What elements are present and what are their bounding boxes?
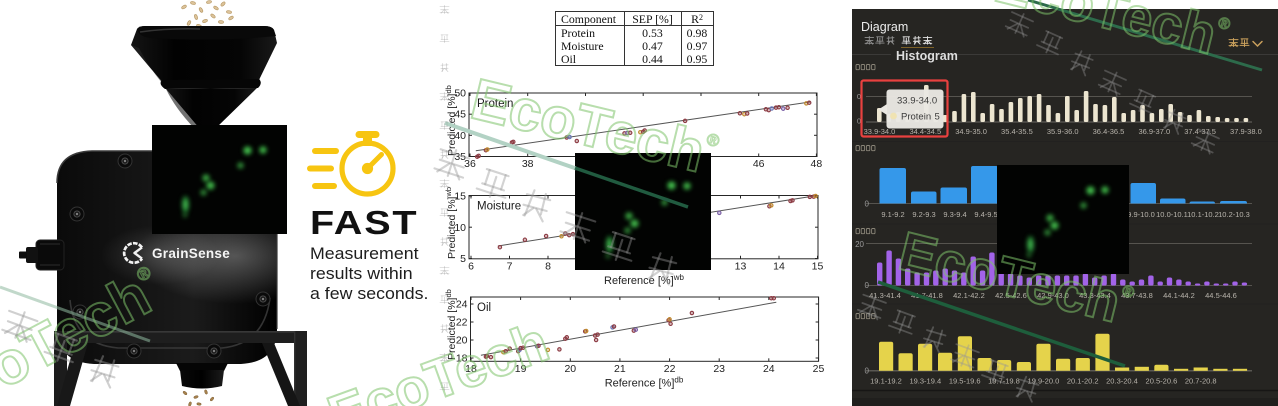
svg-text:34.4-34.5: 34.4-34.5 bbox=[909, 127, 941, 136]
svg-text:45: 45 bbox=[454, 109, 466, 121]
svg-text:36.9-37.0: 36.9-37.0 bbox=[1138, 127, 1170, 136]
svg-text:34.9-35.0: 34.9-35.0 bbox=[955, 127, 987, 136]
svg-text:19.1-19.2: 19.1-19.2 bbox=[870, 377, 902, 386]
svg-text:7: 7 bbox=[507, 260, 513, 272]
svg-text:9.1-9.2: 9.1-9.2 bbox=[881, 210, 904, 219]
svg-text:Moisture: Moisture bbox=[477, 201, 521, 213]
svg-text:EcoTech®: EcoTech® bbox=[465, 66, 724, 188]
svg-text:Reference [%]wb: Reference [%]wb bbox=[604, 273, 684, 287]
svg-text:37.9-38.0: 37.9-38.0 bbox=[1230, 127, 1262, 136]
svg-text:46: 46 bbox=[753, 158, 765, 170]
svg-text:44.1-44.2: 44.1-44.2 bbox=[1163, 291, 1195, 300]
svg-text:37.4-37.5: 37.4-37.5 bbox=[1184, 127, 1216, 136]
svg-text:20.7-20.8: 20.7-20.8 bbox=[1185, 377, 1217, 386]
svg-text:GrainSense: GrainSense bbox=[152, 246, 230, 261]
svg-text:EcoTech®: EcoTech® bbox=[893, 219, 1138, 337]
svg-text:Histogram: Histogram bbox=[896, 49, 958, 63]
svg-text:20.1-20.2: 20.1-20.2 bbox=[1067, 377, 1099, 386]
svg-text:9.9-10.0: 9.9-10.0 bbox=[1127, 210, 1155, 219]
svg-text:43.3-43.4: 43.3-43.4 bbox=[1079, 291, 1111, 300]
svg-text:Oil: Oil bbox=[477, 302, 491, 314]
svg-text:9.4-9.5: 9.4-9.5 bbox=[974, 210, 997, 219]
svg-text:0: 0 bbox=[857, 92, 861, 101]
svg-text:24: 24 bbox=[763, 363, 775, 375]
svg-text:10: 10 bbox=[454, 222, 466, 234]
svg-text:22: 22 bbox=[664, 363, 676, 375]
svg-text:20: 20 bbox=[855, 240, 864, 249]
svg-text:42.5-42.6: 42.5-42.6 bbox=[995, 291, 1027, 300]
svg-text:38: 38 bbox=[522, 158, 534, 170]
svg-text:42.9-43.0: 42.9-43.0 bbox=[1037, 291, 1069, 300]
svg-text:8: 8 bbox=[545, 260, 551, 272]
svg-text:41.3-41.4: 41.3-41.4 bbox=[869, 291, 901, 300]
svg-text:Predicted [%]db: Predicted [%]db bbox=[444, 289, 458, 360]
svg-text:10.1-10.2: 10.1-10.2 bbox=[1187, 210, 1219, 219]
svg-text:24: 24 bbox=[456, 299, 468, 311]
svg-text:9.3-9.4: 9.3-9.4 bbox=[943, 210, 966, 219]
svg-text:19.3-19.4: 19.3-19.4 bbox=[909, 377, 941, 386]
svg-text:40: 40 bbox=[454, 130, 466, 142]
svg-text:5: 5 bbox=[935, 112, 940, 123]
svg-text:20.5-20.6: 20.5-20.6 bbox=[1146, 377, 1178, 386]
svg-text:0: 0 bbox=[865, 200, 870, 209]
svg-text:33.9-34.0: 33.9-34.0 bbox=[897, 96, 937, 107]
svg-text:0: 0 bbox=[865, 281, 870, 290]
svg-text:20: 20 bbox=[456, 335, 468, 347]
svg-text:19.5-19.6: 19.5-19.6 bbox=[949, 377, 981, 386]
svg-text:22: 22 bbox=[456, 317, 468, 329]
svg-text:Diagram: Diagram bbox=[861, 20, 908, 34]
svg-text:41.7-41.8: 41.7-41.8 bbox=[911, 291, 943, 300]
svg-text:Protein: Protein bbox=[901, 112, 931, 123]
svg-text:0: 0 bbox=[865, 367, 870, 376]
svg-text:18: 18 bbox=[465, 363, 477, 375]
svg-text:10.2-10.3: 10.2-10.3 bbox=[1218, 210, 1250, 219]
svg-text:9.2-9.3: 9.2-9.3 bbox=[912, 210, 935, 219]
svg-text:21: 21 bbox=[614, 363, 626, 375]
svg-text:33.9-34.0: 33.9-34.0 bbox=[864, 127, 896, 136]
svg-text:20: 20 bbox=[564, 363, 576, 375]
svg-text:48: 48 bbox=[811, 158, 823, 170]
svg-text:5: 5 bbox=[460, 253, 466, 265]
svg-text:Predicted [%]db: Predicted [%]db bbox=[444, 85, 458, 156]
svg-text:36: 36 bbox=[464, 158, 476, 170]
svg-text:EcoTech®: EcoTech® bbox=[0, 255, 173, 406]
svg-text:19: 19 bbox=[515, 363, 527, 375]
svg-text:15: 15 bbox=[454, 191, 466, 203]
svg-text:44.5-44.6: 44.5-44.6 bbox=[1205, 291, 1237, 300]
svg-text:6: 6 bbox=[468, 260, 474, 272]
svg-text:15: 15 bbox=[812, 260, 824, 272]
svg-text:35.4-35.5: 35.4-35.5 bbox=[1001, 127, 1033, 136]
svg-text:19.7-19.8: 19.7-19.8 bbox=[988, 377, 1020, 386]
svg-text:0: 0 bbox=[857, 117, 861, 126]
svg-text:50: 50 bbox=[454, 88, 466, 100]
svg-text:23: 23 bbox=[713, 363, 725, 375]
svg-text:Protein: Protein bbox=[477, 98, 513, 110]
svg-text:42.1-42.2: 42.1-42.2 bbox=[953, 291, 985, 300]
svg-text:14: 14 bbox=[773, 260, 785, 272]
svg-text:35.9-36.0: 35.9-36.0 bbox=[1047, 127, 1079, 136]
svg-text:43.7-43.8: 43.7-43.8 bbox=[1121, 291, 1153, 300]
svg-text:13: 13 bbox=[735, 260, 747, 272]
svg-text:EcoTech: EcoTech bbox=[320, 310, 557, 406]
svg-text:36.4-36.5: 36.4-36.5 bbox=[1093, 127, 1125, 136]
svg-text:19.9-20.0: 19.9-20.0 bbox=[1028, 377, 1060, 386]
svg-text:20.3-20.4: 20.3-20.4 bbox=[1106, 377, 1138, 386]
svg-text:35: 35 bbox=[454, 151, 466, 163]
svg-text:25: 25 bbox=[813, 363, 825, 375]
svg-text:Reference [%]db: Reference [%]db bbox=[605, 376, 684, 390]
svg-text:18: 18 bbox=[456, 353, 468, 365]
svg-text:10.0-10.1: 10.0-10.1 bbox=[1156, 210, 1188, 219]
svg-text:Predicted [%]wb: Predicted [%]wb bbox=[444, 187, 458, 259]
